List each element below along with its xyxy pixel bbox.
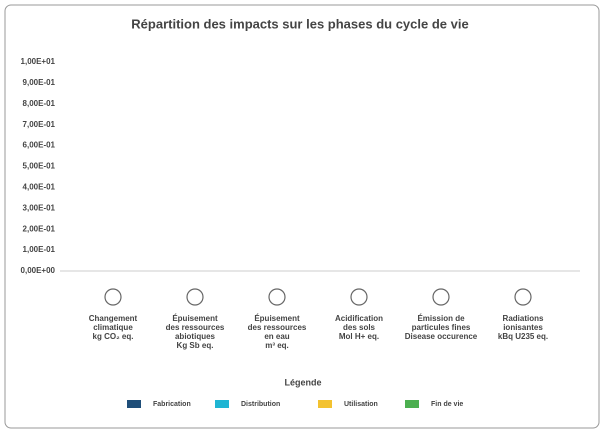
legend-swatch	[405, 400, 419, 408]
category-icon	[104, 288, 122, 306]
y-tick-label: 2,00E-01	[23, 224, 56, 233]
y-tick-label: 4,00E-01	[23, 183, 56, 192]
y-tick-label: 7,00E-01	[23, 120, 56, 129]
legend-label: Utilisation	[344, 401, 378, 408]
y-tick-label: 5,00E-01	[23, 162, 56, 171]
y-tick-label: 1,00E+01	[21, 57, 56, 66]
y-tick-label: 3,00E-01	[23, 203, 56, 212]
category-icon	[186, 288, 204, 306]
legend-label: Fabrication	[153, 401, 191, 408]
legend-swatch	[318, 400, 332, 408]
y-tick-label: 0,00E+00	[21, 266, 56, 275]
legend-title: Légende	[284, 377, 321, 387]
x-tick-label: Changement climatique kg CO₂ eq.	[88, 314, 138, 341]
x-tick-label: Radiations ionisantes kBq U235 eq.	[497, 314, 549, 341]
category-icon	[514, 288, 532, 306]
category-icon	[268, 288, 286, 306]
legend-label: Distribution	[241, 401, 280, 408]
x-tick-label: Acidification des sols Mol H+ eq.	[334, 314, 383, 341]
x-tick-label: Émission de particules fines Disease occ…	[404, 314, 478, 341]
legend-label: Fin de vie	[431, 401, 463, 408]
chart-title: Répartition des impacts sur les phases d…	[131, 16, 468, 31]
category-icon	[350, 288, 368, 306]
frame	[4, 4, 600, 429]
x-tick-label: Épuisement des ressources en eau m³ eq.	[247, 314, 307, 350]
y-tick-label: 8,00E-01	[23, 99, 56, 108]
category-icon	[432, 288, 450, 306]
y-tick-label: 9,00E-01	[23, 78, 56, 87]
y-tick-label: 6,00E-01	[23, 141, 56, 150]
y-tick-label: 1,00E-01	[23, 245, 56, 254]
legend-swatch	[215, 400, 229, 408]
legend-swatch	[127, 400, 141, 408]
x-tick-label: Épuisement des ressources abiotiques Kg …	[165, 314, 225, 350]
